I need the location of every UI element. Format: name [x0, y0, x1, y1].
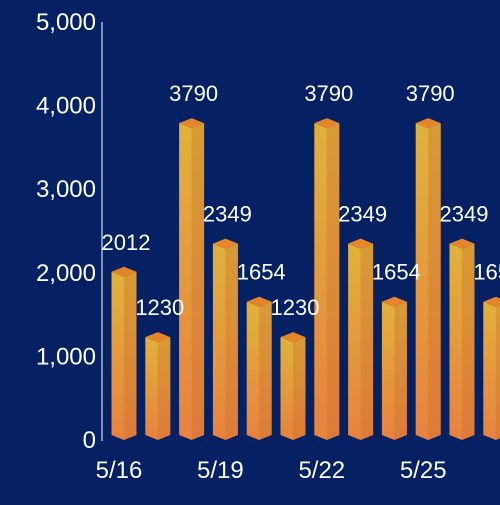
- bar: [348, 239, 373, 440]
- bar: [112, 267, 137, 440]
- bar-side: [327, 123, 340, 440]
- y-tick-label: 0: [83, 427, 96, 454]
- bar-side: [158, 337, 171, 440]
- y-axis-ticks: 0 1,000 2,000 3,000 4,000 5,000: [36, 9, 96, 454]
- x-tick-label: 5/22: [298, 457, 345, 484]
- bar: [281, 332, 306, 440]
- x-tick-label: 5/16: [96, 457, 143, 484]
- x-axis-ticks: 5/16 5/19 5/22 5/25: [96, 457, 447, 484]
- bar: [450, 239, 475, 440]
- y-tick-label: 3,000: [36, 176, 96, 203]
- bar: [213, 239, 238, 440]
- bar-side: [394, 302, 407, 440]
- bar-value-label: 1230: [135, 295, 184, 320]
- bar-value-label: 1230: [271, 295, 320, 320]
- bar-value-label: 2012: [102, 230, 151, 255]
- bar-value-label: 3790: [169, 81, 218, 106]
- bar-side: [428, 123, 441, 440]
- bar-side: [259, 302, 272, 440]
- y-tick-label: 2,000: [36, 260, 96, 287]
- bar: [247, 297, 272, 440]
- bar-value-label: 1654: [237, 260, 286, 285]
- y-tick-label: 4,000: [36, 93, 96, 120]
- y-tick-label: 5,000: [36, 9, 96, 36]
- bar: [483, 297, 500, 440]
- bar-value-label: 2349: [440, 202, 489, 227]
- bar-value-label: 2349: [338, 202, 387, 227]
- bar-side: [192, 123, 205, 440]
- bar-value-label: 3790: [304, 81, 353, 106]
- bar-side: [496, 302, 500, 440]
- y-tick-label: 1,000: [36, 343, 96, 370]
- bar-value-label: 1654: [473, 260, 500, 285]
- bar-side: [293, 337, 306, 440]
- bar: [314, 118, 339, 440]
- bar-value-label: 3790: [406, 81, 455, 106]
- x-tick-label: 5/25: [400, 457, 447, 484]
- x-tick-label: 5/19: [197, 457, 244, 484]
- bar: [145, 332, 170, 440]
- bar-value-label: 2349: [203, 202, 252, 227]
- bar: [382, 297, 407, 440]
- bar: [179, 118, 204, 440]
- bar-value-label: 1654: [372, 260, 421, 285]
- bar-series: [112, 118, 500, 440]
